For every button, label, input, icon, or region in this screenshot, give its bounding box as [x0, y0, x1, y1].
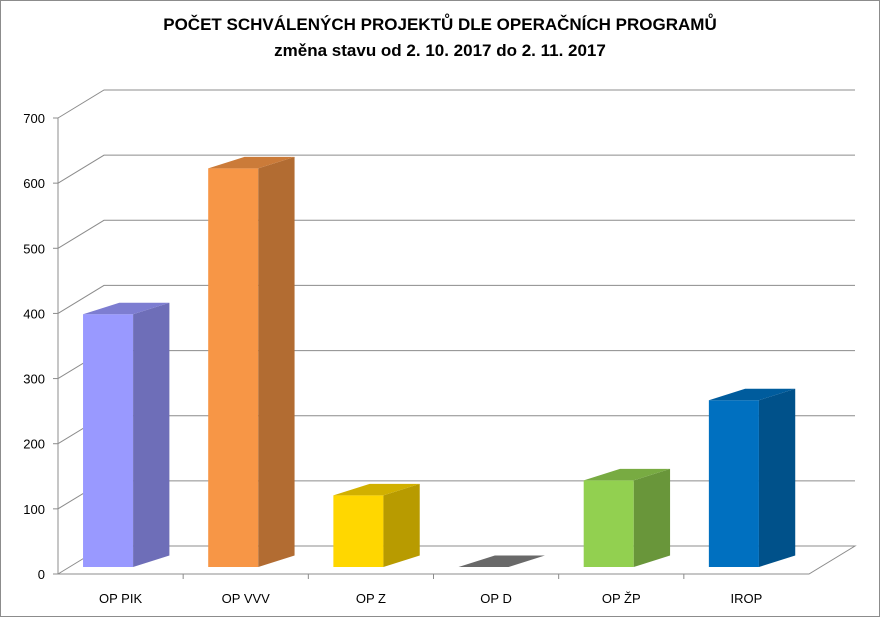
- x-tick-label: OP VVV: [222, 591, 271, 606]
- y-tick-label: 400: [23, 306, 45, 321]
- bar-front: [208, 168, 259, 567]
- x-tick-label: OP PIK: [99, 591, 142, 606]
- bar-op-vvv: [208, 156, 295, 567]
- bar-side: [758, 388, 796, 567]
- bars: [83, 156, 796, 567]
- x-axis: OP PIK OP VVV OP Z OP D OP ŽP IROP: [99, 574, 762, 606]
- bar-op-pik: [83, 302, 170, 567]
- y-tick-label: 700: [23, 111, 45, 126]
- y-tick-label: 200: [23, 437, 45, 452]
- gridline: [57, 284, 855, 314]
- gridline: [57, 89, 855, 119]
- bar-top: [708, 388, 796, 401]
- bar-irop: [708, 388, 796, 567]
- bar-top: [333, 483, 420, 496]
- x-tick-label: OP Z: [356, 591, 386, 606]
- y-tick-label: 500: [23, 241, 45, 256]
- chart-title: POČET SCHVÁLENÝCH PROJEKTŮ DLE OPERAČNÍC…: [163, 14, 717, 34]
- x-tick-label: OP ŽP: [602, 591, 641, 606]
- bar-op-d: [458, 555, 545, 567]
- x-tick-label: OP D: [480, 591, 512, 606]
- x-tick-label: IROP: [731, 591, 763, 606]
- bar-side: [133, 302, 170, 567]
- y-axis: 0 100 200 300 400 500 600 700: [23, 111, 58, 582]
- bar-front: [708, 400, 759, 567]
- y-tick-label: 100: [23, 502, 45, 517]
- bar-front: [333, 495, 384, 567]
- bar-top: [458, 555, 545, 567]
- gridline: [57, 154, 855, 184]
- bar-front: [83, 314, 134, 567]
- chart-subtitle: změna stavu od 2. 10. 2017 do 2. 11. 201…: [274, 41, 606, 60]
- bar-top: [208, 156, 295, 169]
- y-tick-label: 600: [23, 176, 45, 191]
- bar-top: [583, 468, 671, 481]
- y-tick-label: 0: [38, 567, 45, 582]
- bar-op-z: [333, 483, 420, 567]
- bar-side: [383, 483, 420, 567]
- gridline: [57, 350, 855, 379]
- gridline: [57, 219, 855, 249]
- y-tick-label: 300: [23, 372, 45, 387]
- bar-side: [633, 468, 671, 567]
- bar-op-žp: [583, 468, 671, 567]
- bar-front: [583, 480, 634, 567]
- bar-top: [83, 302, 170, 315]
- bar-side: [258, 156, 295, 567]
